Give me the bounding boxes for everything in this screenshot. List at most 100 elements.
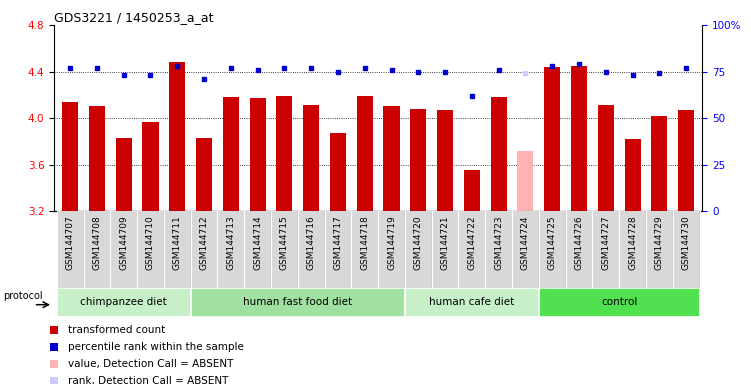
Bar <box>164 211 191 288</box>
Text: GSM144730: GSM144730 <box>682 215 691 270</box>
Bar <box>111 211 137 288</box>
Bar <box>571 66 587 211</box>
Bar <box>593 211 619 288</box>
Bar <box>62 102 78 211</box>
Bar <box>143 122 158 211</box>
Bar <box>303 105 319 211</box>
Bar <box>352 211 378 288</box>
Bar <box>191 211 218 288</box>
Bar <box>137 211 164 288</box>
Bar <box>486 211 511 288</box>
Text: GSM144711: GSM144711 <box>173 215 182 270</box>
Bar <box>433 211 458 288</box>
Bar <box>513 211 538 288</box>
Text: human fast food diet: human fast food diet <box>243 297 352 308</box>
Bar <box>245 211 270 288</box>
Bar <box>406 211 431 288</box>
Bar <box>357 96 372 211</box>
Bar <box>218 211 243 288</box>
Bar <box>538 288 699 317</box>
Text: GSM144728: GSM144728 <box>628 215 637 270</box>
Bar <box>646 211 673 288</box>
Text: GSM144709: GSM144709 <box>119 215 128 270</box>
Bar <box>325 211 351 288</box>
Bar <box>192 211 217 288</box>
Bar <box>437 110 453 211</box>
Text: percentile rank within the sample: percentile rank within the sample <box>68 342 243 352</box>
Text: GSM144723: GSM144723 <box>494 215 503 270</box>
Text: transformed count: transformed count <box>68 325 164 335</box>
Bar <box>276 96 292 211</box>
Bar <box>298 211 324 288</box>
Bar <box>566 211 592 288</box>
Text: GSM144727: GSM144727 <box>602 215 611 270</box>
Text: value, Detection Call = ABSENT: value, Detection Call = ABSENT <box>68 359 233 369</box>
Bar <box>57 211 83 288</box>
Bar <box>458 211 485 288</box>
Text: GSM144722: GSM144722 <box>467 215 476 270</box>
Bar <box>410 109 427 211</box>
Bar <box>673 211 699 288</box>
Bar <box>330 133 346 211</box>
Bar <box>647 211 672 288</box>
Text: GSM144708: GSM144708 <box>92 215 101 270</box>
Bar <box>678 110 694 211</box>
Bar <box>169 62 185 211</box>
Bar <box>164 211 190 288</box>
Bar <box>83 211 110 288</box>
Text: GSM144721: GSM144721 <box>441 215 450 270</box>
Text: GSM144710: GSM144710 <box>146 215 155 270</box>
Text: GSM144715: GSM144715 <box>280 215 289 270</box>
Text: GSM144712: GSM144712 <box>200 215 209 270</box>
Bar <box>249 98 266 211</box>
Bar <box>544 67 560 211</box>
Text: GSM144713: GSM144713 <box>226 215 235 270</box>
Bar <box>110 211 137 288</box>
Bar <box>298 211 324 288</box>
Bar <box>324 211 351 288</box>
Text: GDS3221 / 1450253_a_at: GDS3221 / 1450253_a_at <box>54 11 213 24</box>
Text: protocol: protocol <box>3 291 42 301</box>
Bar <box>57 288 191 317</box>
Bar <box>196 138 212 211</box>
Text: GSM144724: GSM144724 <box>521 215 530 270</box>
Text: GSM144714: GSM144714 <box>253 215 262 270</box>
Bar <box>379 211 404 288</box>
Bar <box>89 106 105 211</box>
Text: control: control <box>601 297 638 308</box>
Bar <box>538 211 566 288</box>
Bar <box>566 211 593 288</box>
Text: GSM144707: GSM144707 <box>65 215 74 270</box>
Bar <box>379 211 405 288</box>
Bar <box>57 211 83 288</box>
Text: GSM144720: GSM144720 <box>414 215 423 270</box>
Bar <box>593 211 619 288</box>
Text: chimpanzee diet: chimpanzee diet <box>80 297 167 308</box>
Text: GSM144726: GSM144726 <box>575 215 584 270</box>
Bar <box>620 211 645 288</box>
Bar <box>485 211 512 288</box>
Bar <box>619 211 646 288</box>
Bar <box>272 211 297 288</box>
Bar <box>244 211 271 288</box>
Bar <box>517 151 533 211</box>
Bar <box>271 211 298 288</box>
Bar <box>651 116 668 211</box>
Bar <box>673 211 699 288</box>
Bar <box>490 97 507 211</box>
Text: GSM144725: GSM144725 <box>547 215 556 270</box>
Bar <box>223 97 239 211</box>
Bar <box>351 211 378 288</box>
Bar <box>405 288 538 317</box>
Bar <box>116 138 131 211</box>
Text: GSM144716: GSM144716 <box>306 215 315 270</box>
Bar <box>191 288 405 317</box>
Bar <box>218 211 244 288</box>
Bar <box>84 211 110 288</box>
Bar <box>137 211 163 288</box>
Text: GSM144719: GSM144719 <box>387 215 396 270</box>
Bar <box>405 211 432 288</box>
Bar <box>464 170 480 211</box>
Bar <box>512 211 538 288</box>
Text: GSM144729: GSM144729 <box>655 215 664 270</box>
